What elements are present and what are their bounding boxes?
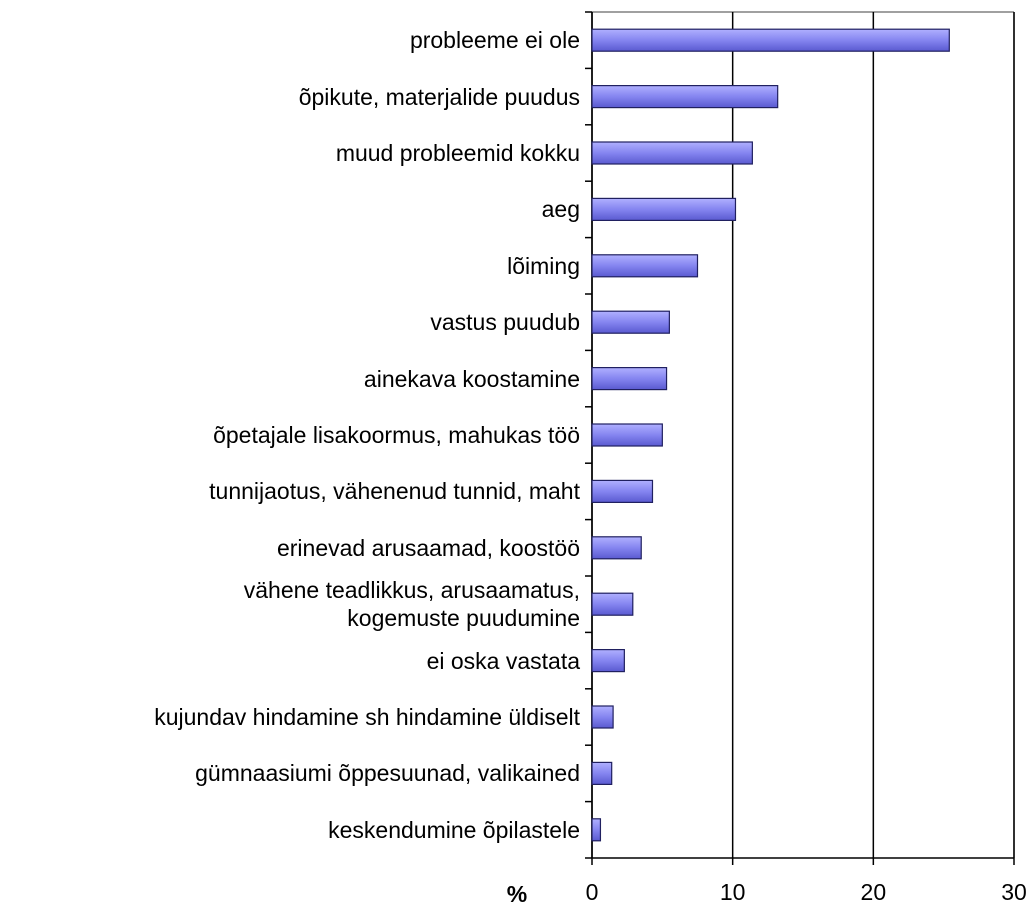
y-tick-label: gümnaasiumi õppesuunad, valikained xyxy=(195,760,580,787)
bar xyxy=(591,141,753,165)
bar xyxy=(591,84,779,109)
bar xyxy=(591,197,737,221)
bar xyxy=(591,254,699,278)
y-tick-label: vastus puudub xyxy=(430,309,580,336)
bar xyxy=(591,536,642,560)
x-tick-label: 10 xyxy=(720,879,746,905)
x-axis-label: % xyxy=(507,881,527,907)
bar xyxy=(591,648,625,673)
y-tick-label: probleeme ei ole xyxy=(409,27,580,54)
bar xyxy=(591,479,654,503)
bar xyxy=(591,423,663,447)
y-tick-label: õpikute, materjalide puudus xyxy=(298,83,580,110)
y-tick-label: ainekava koostamine xyxy=(363,365,580,392)
bar xyxy=(591,310,670,334)
y-tick-label: aeg xyxy=(541,196,580,223)
y-tick-label: keskendumine õpilastele xyxy=(328,816,580,843)
bar xyxy=(591,761,613,786)
bar xyxy=(591,818,602,842)
x-tick-label: 0 xyxy=(586,879,599,905)
bar xyxy=(591,705,614,729)
x-tick-label: 20 xyxy=(861,879,887,905)
y-tick-label: kujundav hindamine sh hindamine üldiselt xyxy=(154,704,580,730)
y-tick-label: ei oska vastata xyxy=(426,647,580,674)
y-tick-label: muud probleemid kokku xyxy=(335,140,580,166)
y-tick-label: lõiming xyxy=(507,252,580,279)
y-tick-label: tunnijaotus, vähenenud tunnid, maht xyxy=(209,478,580,505)
bar xyxy=(591,28,950,52)
y-tick-label: erinevad arusaamad, koostöö xyxy=(276,534,580,561)
bar xyxy=(591,592,634,616)
bar xyxy=(591,367,668,391)
x-tick-label: 30 xyxy=(1001,879,1027,905)
y-tick-label: vähene teadlikkus, arusaamatus, kogemust… xyxy=(243,577,580,632)
y-tick-label: õpetajale lisakoormus, mahukas töö xyxy=(213,422,580,448)
